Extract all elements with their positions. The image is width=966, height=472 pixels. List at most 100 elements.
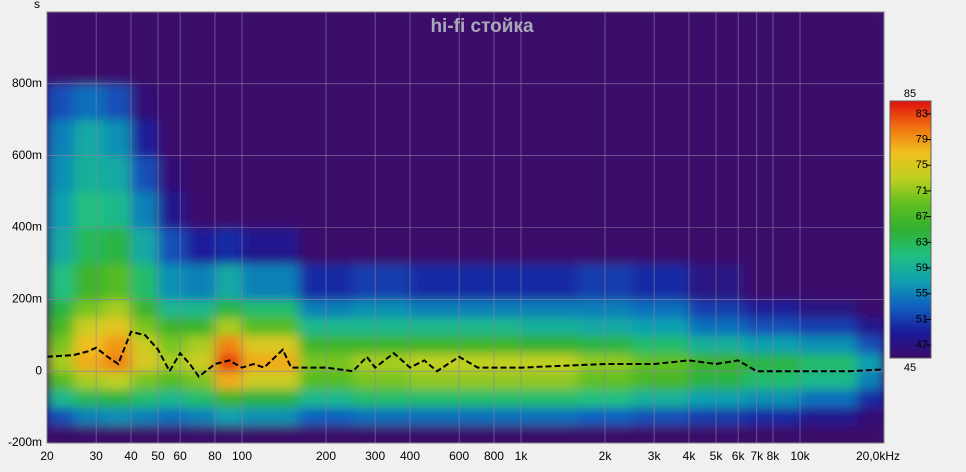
heat-cell [186,227,216,264]
heat-cell [74,335,105,354]
heat-cell [688,407,745,426]
heat-cell [130,317,159,336]
heat-cell [242,83,300,121]
heat-cell [214,227,243,264]
heat-cell [242,425,300,443]
heat-cell [242,263,300,300]
heat-cell [130,191,159,228]
colorbar-tick-label: 45 [904,362,916,374]
heat-cell [242,353,300,372]
heat-cell [186,299,216,318]
heat-cell [800,191,858,228]
heat-cell [800,12,858,85]
heat-cell [856,12,884,85]
heat-cell [800,389,858,408]
heat-cell [103,155,132,193]
heat-cell [214,371,243,390]
heat-cell [465,119,522,157]
heat-cell [744,299,801,318]
x-tick-label: 400 [400,449,420,463]
heat-cell [353,299,411,318]
colorbar-tick-label: 47 [916,339,928,351]
heat-cell [744,389,801,408]
heat-cell [47,353,75,372]
heat-cell [800,119,858,157]
heat-cell [465,389,522,408]
heat-cell [47,371,75,390]
heat-cell [688,353,745,372]
heat-cell [632,407,690,426]
heat-cell [158,389,187,408]
heat-cell [186,155,216,193]
heat-cell [856,335,884,354]
x-tick-label: 4k [683,449,697,463]
heat-cell [632,191,690,228]
series-line [47,330,884,379]
heat-cell [744,155,801,193]
heat-cell [856,119,884,157]
heat-cell [130,425,159,443]
heat-cell [688,389,745,408]
colorbar-tick-label: 55 [916,288,928,300]
x-tick-label: 50 [151,449,165,463]
heat-cell [800,317,858,336]
x-tick-label: 200 [316,449,336,463]
heat-cell [465,407,522,426]
heat-cell [130,371,159,390]
heat-cell [214,263,243,300]
heat-cell [214,119,243,157]
heat-cell [130,119,159,157]
heat-cell [158,407,187,426]
heat-cell [632,317,690,336]
heat-cell [47,425,75,443]
heat-cell [521,227,579,264]
x-tick-label: 6k [732,449,746,463]
heat-cell [74,299,105,318]
heat-cell [47,227,75,264]
heat-cell [744,12,801,85]
heat-cell [74,371,105,390]
heat-cell [214,12,243,85]
heat-cell [800,83,858,121]
heat-cell [186,389,216,408]
heat-cell [353,191,411,228]
heat-cell [688,155,745,193]
heat-cell [521,119,579,157]
heat-cell [214,299,243,318]
heat-cell [353,389,411,408]
heat-cell [103,299,132,318]
y-tick-label: 400m [12,220,42,234]
heat-cell [158,83,187,121]
heat-cell [130,299,159,318]
heat-cell [214,335,243,354]
x-tick-label: 3k [648,449,662,463]
heat-cell [688,263,745,300]
heat-cell [688,335,745,354]
heat-cell [409,155,466,193]
heat-cell [158,227,187,264]
heat-cell [465,227,522,264]
colorbar-tick-label: 51 [916,313,928,325]
heat-cell [856,83,884,121]
heat-cell [353,227,411,264]
heat-cell [214,353,243,372]
heat-cell [214,155,243,193]
x-tick-label: 100 [232,449,252,463]
heat-cell [242,389,300,408]
heat-cell [214,389,243,408]
heat-cell [130,389,159,408]
x-tick-label: 2k [599,449,613,463]
heat-cell [242,227,300,264]
heat-cell [130,335,159,354]
heat-cell [409,83,466,121]
heat-cell [744,353,801,372]
heat-cell [465,12,522,85]
heat-cell [158,12,187,85]
heat-cell [856,317,884,336]
colorbar-tick-label: 83 [916,108,928,120]
heat-cell [74,263,105,300]
y-tick-label: -200m [8,435,42,449]
heat-cell [103,12,132,85]
heat-cell [353,12,411,85]
